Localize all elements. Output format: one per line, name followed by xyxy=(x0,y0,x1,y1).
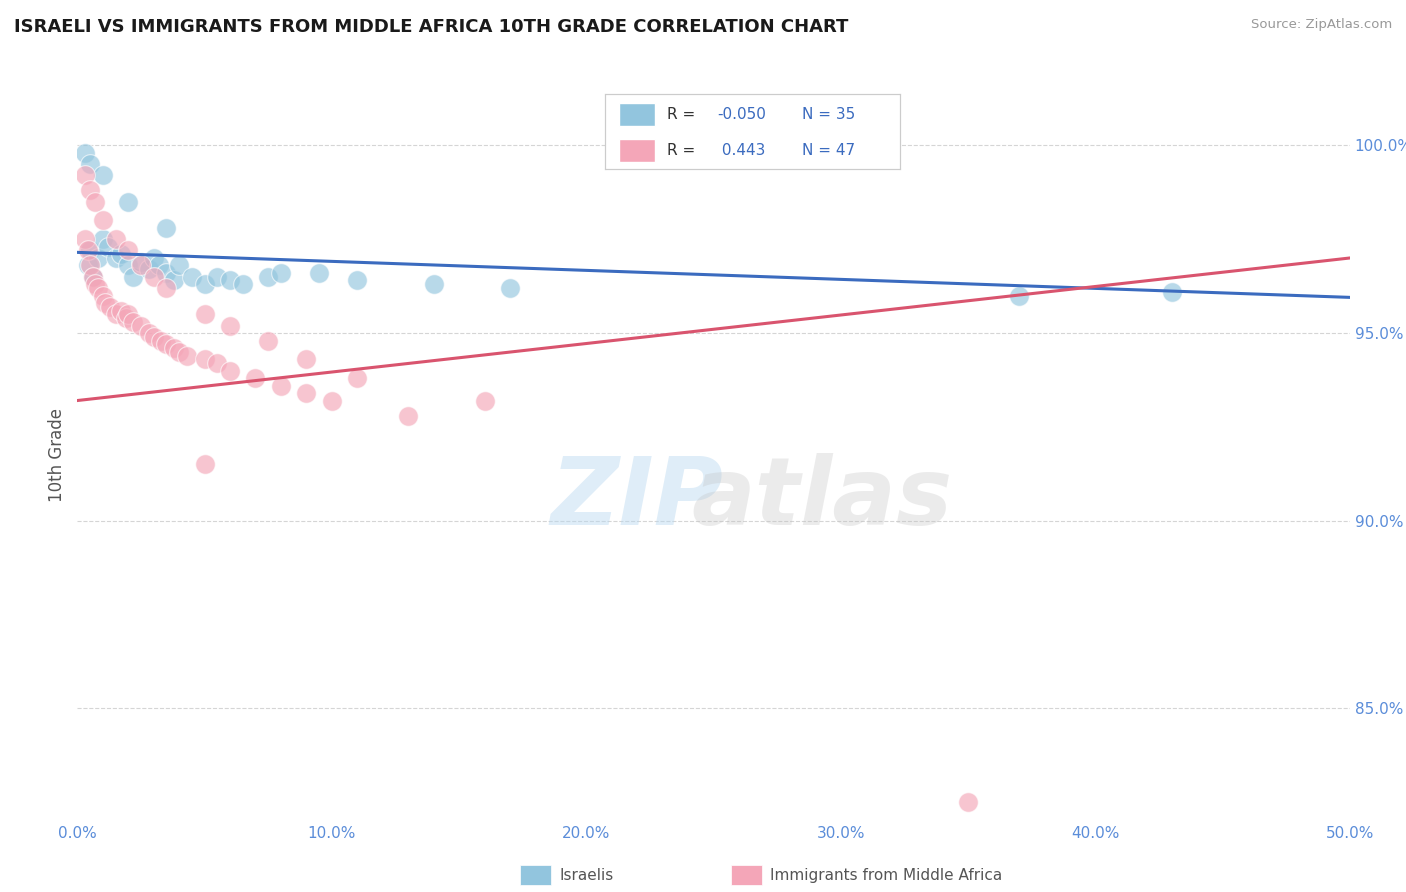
Point xyxy=(155,337,177,351)
Point xyxy=(194,458,217,472)
Point xyxy=(194,277,217,292)
Point xyxy=(91,288,114,302)
Point xyxy=(295,386,318,401)
Point xyxy=(321,393,343,408)
Point xyxy=(117,307,139,321)
Point xyxy=(104,232,127,246)
Point xyxy=(129,254,152,268)
Point xyxy=(148,259,170,273)
Point xyxy=(79,157,101,171)
Point xyxy=(76,244,98,258)
Point xyxy=(142,251,165,265)
Point xyxy=(194,352,217,367)
Point xyxy=(1008,288,1031,302)
Point xyxy=(194,307,217,321)
Point xyxy=(117,194,139,209)
Bar xyxy=(620,103,655,126)
Point xyxy=(84,194,107,209)
Point xyxy=(1160,285,1182,299)
Point xyxy=(82,269,104,284)
Point xyxy=(257,334,280,348)
Text: -0.050: -0.050 xyxy=(717,107,766,121)
Point xyxy=(86,281,108,295)
Point xyxy=(97,240,120,254)
Point xyxy=(270,266,292,280)
Text: Source: ZipAtlas.com: Source: ZipAtlas.com xyxy=(1251,18,1392,31)
Point xyxy=(207,356,229,370)
Point xyxy=(79,184,101,198)
Text: atlas: atlas xyxy=(692,453,952,545)
Point xyxy=(155,266,177,280)
Text: Israelis: Israelis xyxy=(560,868,614,882)
Point xyxy=(142,269,165,284)
Point xyxy=(138,262,160,277)
Point xyxy=(129,259,152,273)
Y-axis label: 10th Grade: 10th Grade xyxy=(48,408,66,502)
Point xyxy=(180,269,202,284)
Point xyxy=(499,281,522,295)
Point xyxy=(346,371,368,385)
Point xyxy=(73,169,96,183)
Point xyxy=(91,169,114,183)
Point xyxy=(176,349,198,363)
Point xyxy=(155,221,177,235)
Point xyxy=(155,281,177,295)
Point xyxy=(79,244,101,258)
Point xyxy=(295,352,318,367)
Text: N = 35: N = 35 xyxy=(803,107,856,121)
Point xyxy=(219,273,242,287)
Point xyxy=(150,334,173,348)
Point xyxy=(94,296,117,310)
Point xyxy=(167,259,190,273)
Point xyxy=(257,269,280,284)
Point xyxy=(114,311,136,326)
Point xyxy=(957,795,980,809)
Point xyxy=(100,300,122,314)
Point xyxy=(110,247,132,261)
Text: Immigrants from Middle Africa: Immigrants from Middle Africa xyxy=(770,868,1002,882)
Point xyxy=(86,251,108,265)
Point xyxy=(122,269,145,284)
Point xyxy=(79,259,101,273)
Point xyxy=(117,244,139,258)
Point xyxy=(270,378,292,392)
Point xyxy=(308,266,330,280)
Point xyxy=(117,259,139,273)
Text: R =: R = xyxy=(666,107,700,121)
Point xyxy=(163,341,186,355)
Text: N = 47: N = 47 xyxy=(803,143,855,158)
Point xyxy=(82,269,104,284)
Point xyxy=(73,232,96,246)
Point xyxy=(163,273,186,287)
Point xyxy=(91,232,114,246)
Point xyxy=(138,326,160,340)
Point xyxy=(122,315,145,329)
Point xyxy=(219,363,242,377)
Bar xyxy=(620,139,655,161)
Point xyxy=(104,307,127,321)
Point xyxy=(346,273,368,287)
Point xyxy=(91,213,114,227)
Text: ZIP: ZIP xyxy=(551,453,724,545)
Point xyxy=(396,409,419,423)
Point xyxy=(232,277,254,292)
Text: ISRAELI VS IMMIGRANTS FROM MIDDLE AFRICA 10TH GRADE CORRELATION CHART: ISRAELI VS IMMIGRANTS FROM MIDDLE AFRICA… xyxy=(14,18,848,36)
Point xyxy=(219,318,242,333)
Point xyxy=(129,318,152,333)
Point xyxy=(474,393,496,408)
Text: R =: R = xyxy=(666,143,700,158)
Text: 0.443: 0.443 xyxy=(717,143,765,158)
Point xyxy=(110,303,132,318)
Point xyxy=(73,145,96,160)
Point xyxy=(84,277,107,292)
Point xyxy=(142,330,165,344)
Point xyxy=(104,251,127,265)
Point xyxy=(422,277,444,292)
Point xyxy=(167,344,190,359)
Point xyxy=(76,259,98,273)
Point xyxy=(207,269,229,284)
Point xyxy=(245,371,267,385)
